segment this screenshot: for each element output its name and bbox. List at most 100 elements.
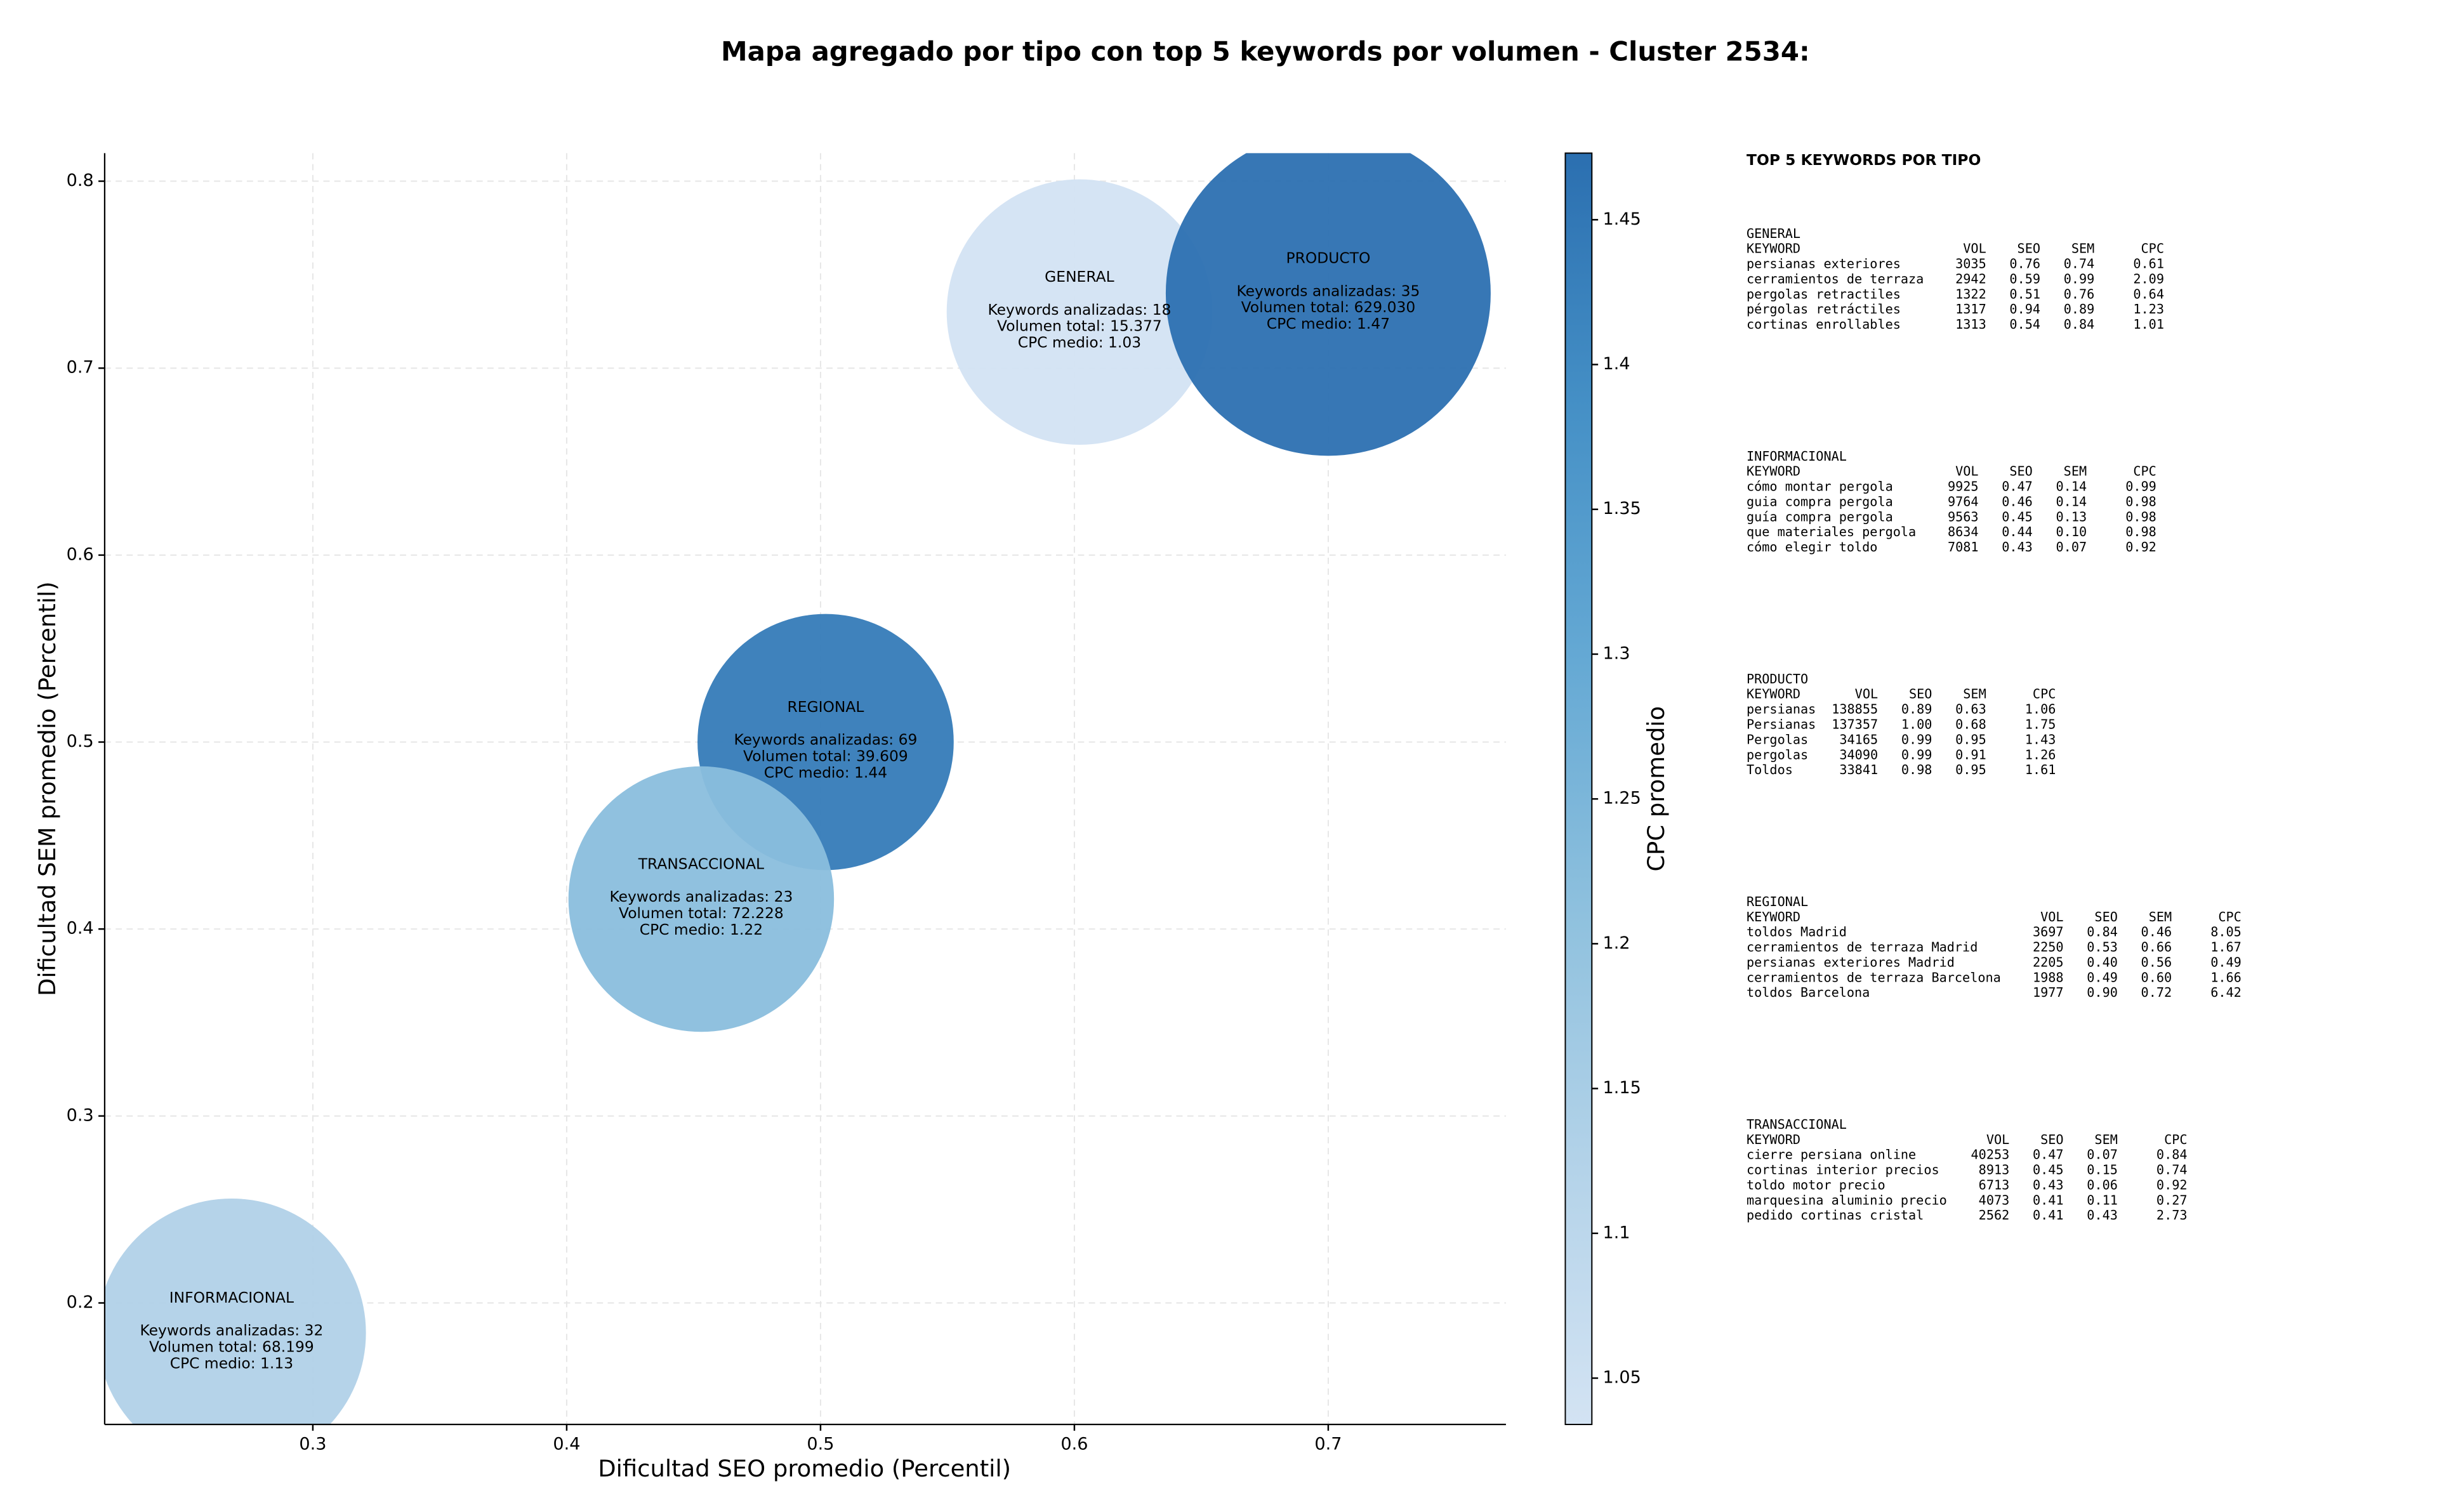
bubble: [1166, 153, 1491, 456]
table-cell: 0.46: [2002, 494, 2033, 509]
table-cell: 1.06: [2025, 702, 2056, 717]
table-cell: 0.10: [2056, 524, 2087, 539]
bubble-text: Keywords analizadas: 32: [140, 1322, 323, 1339]
table-cell: toldos Madrid: [1747, 924, 1847, 940]
table-cell: 2205: [2033, 954, 2064, 970]
table-cell: 1.23: [2133, 301, 2164, 317]
table-cell: 34090: [1839, 747, 1878, 762]
table-header: KEYWORD: [1747, 1132, 1800, 1147]
table-cell: 8913: [1979, 1162, 2010, 1178]
table-group-title: TRANSACCIONAL: [1747, 1117, 1847, 1132]
table-cell: guia compra pergola: [1747, 494, 1893, 509]
table-cell: cortinas interior precios: [1747, 1162, 1939, 1178]
table-header: SEM: [2071, 241, 2094, 256]
table-cell: 0.11: [2087, 1192, 2118, 1207]
table-group-title: PRODUCTO: [1747, 671, 1808, 687]
table-cell: cómo montar pergola: [1747, 479, 1893, 494]
table-header: CPC: [2218, 909, 2241, 924]
table-cell: persianas: [1747, 702, 1816, 717]
table-cell: 1.67: [2210, 940, 2242, 955]
table-cell: 0.68: [1955, 717, 1986, 732]
table-cell: 0.76: [2009, 256, 2040, 272]
table-header: SEO: [2009, 464, 2032, 479]
bubble-text: Volumen total: 39.609: [743, 747, 908, 765]
table-cell: 137357: [1832, 717, 1878, 732]
table-cell: 2250: [2033, 940, 2064, 955]
table-cell: 2942: [1955, 271, 1986, 286]
x-tick-label: 0.5: [807, 1435, 834, 1454]
table-cell: 0.15: [2087, 1162, 2118, 1178]
table-cell: 0.41: [2033, 1192, 2064, 1207]
table-cell: 0.74: [2156, 1162, 2188, 1178]
table-cell: toldo motor precio: [1747, 1177, 1886, 1192]
table-cell: 34165: [1839, 732, 1878, 747]
table-cell: que materiales pergola: [1747, 524, 1916, 539]
table-header: SEM: [2064, 464, 2087, 479]
table-cell: cómo elegir toldo: [1747, 539, 1877, 555]
table-cell: 0.98: [2125, 524, 2156, 539]
table-cell: 0.89: [2064, 301, 2095, 317]
table-cell: 7081: [1948, 539, 1979, 555]
table-cell: 33841: [1839, 762, 1878, 777]
table-cell: 0.92: [2156, 1177, 2188, 1192]
colorbar-tick-label: 1.35: [1603, 499, 1641, 518]
table-header: VOL: [1986, 1132, 2009, 1147]
table-cell: cerramientos de terraza Barcelona: [1747, 970, 2001, 985]
bubble-text: Volumen total: 68.199: [149, 1338, 314, 1356]
table-cell: 0.06: [2087, 1177, 2118, 1192]
table-cell: persianas exteriores Madrid: [1747, 954, 1955, 970]
colorbar: [1564, 152, 1593, 1426]
table-cell: 0.47: [2002, 479, 2033, 494]
bubble-text: Volumen total: 15.377: [997, 317, 1162, 335]
table-cell: 1.00: [1901, 717, 1932, 732]
bubble: [946, 179, 1213, 445]
table-cell: 0.07: [2087, 1147, 2118, 1162]
table-header: CPC: [2133, 464, 2156, 479]
table-cell: 0.41: [2033, 1207, 2064, 1223]
bubble-text: Volumen total: 72.228: [619, 904, 784, 922]
colorbar-tick-label: 1.3: [1603, 643, 1630, 663]
table-cell: 1977: [2033, 985, 2064, 1000]
bubble-text: CPC medio: 1.03: [1018, 334, 1141, 352]
table-cell: 40253: [1971, 1147, 2010, 1162]
table-cell: 0.56: [2141, 954, 2172, 970]
table-cell: 0.43: [2033, 1177, 2064, 1192]
table-cell: 0.95: [1955, 732, 1986, 747]
table-cell: 2.73: [2156, 1207, 2188, 1223]
table-header: KEYWORD: [1747, 687, 1800, 702]
table-cell: 0.49: [2210, 954, 2242, 970]
table-cell: 0.60: [2141, 970, 2172, 985]
table-header: SEM: [1963, 687, 1986, 702]
bubble-text: Volumen total: 629.030: [1241, 298, 1416, 316]
table-cell: 6.42: [2210, 985, 2242, 1000]
table-header: CPC: [2164, 1132, 2187, 1147]
table-cell: 9764: [1948, 494, 1979, 509]
table-cell: 2562: [1979, 1207, 2010, 1223]
colorbar-tick-label: 1.25: [1603, 789, 1641, 808]
table-cell: 0.49: [2087, 970, 2118, 985]
table-cell: 1313: [1955, 317, 1986, 332]
bubble-text: CPC medio: 1.22: [640, 921, 763, 938]
bubble-name: INFORMACIONAL: [169, 1289, 294, 1306]
table-cell: 0.72: [2141, 985, 2172, 1000]
table-cell: 1988: [2033, 970, 2064, 985]
table-header: VOL: [1955, 464, 1978, 479]
table-cell: 8634: [1948, 524, 1979, 539]
bubble-name: REGIONAL: [787, 698, 864, 716]
table-cell: 0.45: [2033, 1162, 2064, 1178]
bubble-text: CPC medio: 1.44: [764, 763, 887, 781]
table-cell: 0.27: [2156, 1192, 2188, 1207]
table-title: TOP 5 KEYWORDS POR TIPO: [1747, 151, 1981, 169]
table-cell: cortinas enrollables: [1747, 317, 1901, 332]
table-cell: 9925: [1948, 479, 1979, 494]
table-cell: 0.53: [2087, 940, 2118, 955]
table-header: SEO: [2018, 241, 2040, 256]
bubble: [568, 766, 835, 1032]
x-tick-label: 0.4: [553, 1435, 580, 1454]
y-tick-label: 0.2: [67, 1292, 94, 1312]
table-header: SEM: [2149, 909, 2172, 924]
table-header: CPC: [2141, 241, 2164, 256]
colorbar-tick-label: 1.4: [1603, 354, 1630, 374]
bubble-text: Keywords analizadas: 69: [734, 731, 917, 749]
x-tick-label: 0.7: [1314, 1435, 1342, 1454]
